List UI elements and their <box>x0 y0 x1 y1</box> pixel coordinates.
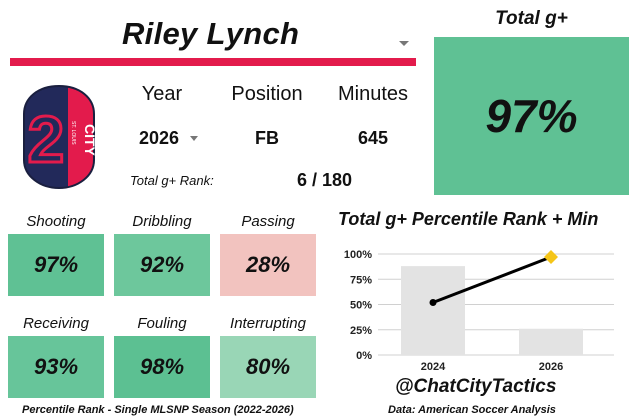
dribbling-value: 92% <box>139 252 185 277</box>
year-value[interactable]: 2026 <box>138 128 180 148</box>
logo-city-text: CITY <box>82 124 96 157</box>
x-tick-label: 2026 <box>539 361 563 373</box>
fouling-value: 98% <box>139 354 185 379</box>
logo-subtext: ST. LOUIS <box>70 121 76 145</box>
y-tick-label: 50% <box>350 300 372 312</box>
total-g-value: 97% <box>485 90 578 142</box>
percentile-chart: 0% 25% 50% 75% 100% 2024 2026 <box>344 249 614 373</box>
position-value: FB <box>255 128 279 148</box>
year-label: Year <box>141 83 183 105</box>
series-line <box>432 255 552 304</box>
footnote: Percentile Rank - Single MLSNP Season (2… <box>22 404 294 416</box>
y-tick-label: 25% <box>350 325 372 337</box>
y-tick-label: 100% <box>344 249 372 261</box>
passing-label: Passing <box>241 213 295 230</box>
passing-value: 28% <box>245 252 291 277</box>
fouling-label: Fouling <box>137 315 187 332</box>
player-dropdown-caret-icon[interactable] <box>399 41 409 46</box>
rank-label: Total g+ Rank: <box>130 173 214 188</box>
interrupting-value: 80% <box>245 354 291 379</box>
player-name[interactable]: Riley Lynch <box>122 16 300 51</box>
bar <box>519 328 583 355</box>
logo-numeral: 2 <box>28 102 65 176</box>
y-tick-label: 0% <box>356 350 372 362</box>
receiving-label: Receiving <box>23 315 89 332</box>
year-dropdown-caret-icon[interactable] <box>190 136 198 141</box>
total-g-title: Total g+ <box>495 8 568 29</box>
fouling-tile: 98% <box>114 336 210 398</box>
receiving-tile: 93% <box>8 336 104 398</box>
club-logo: 2 CITY ST. LOUIS <box>23 84 96 190</box>
total-g-box: 97% <box>434 37 629 195</box>
data-source: Data: American Soccer Analysis <box>388 404 556 416</box>
y-tick-label: 75% <box>350 274 372 286</box>
line-point <box>429 298 437 306</box>
shooting-label: Shooting <box>26 213 86 230</box>
interrupting-tile: 80% <box>220 336 316 398</box>
header-divider <box>10 58 416 66</box>
interrupting-label: Interrupting <box>230 315 306 332</box>
dribbling-tile: 92% <box>114 234 210 296</box>
highlight-point <box>544 250 558 265</box>
receiving-value: 93% <box>33 354 79 379</box>
shooting-tile: 97% <box>8 234 104 296</box>
position-label: Position <box>231 83 303 105</box>
passing-tile: 28% <box>220 234 316 296</box>
x-tick-label: 2024 <box>421 361 446 373</box>
twitter-handle: @ChatCityTactics <box>395 376 557 397</box>
chart-title: Total g+ Percentile Rank + Min <box>338 209 599 229</box>
dribbling-label: Dribbling <box>132 213 192 230</box>
bar <box>401 266 465 355</box>
shooting-value: 97% <box>33 252 79 277</box>
minutes-value: 645 <box>357 128 389 148</box>
minutes-label: Minutes <box>337 83 409 105</box>
rank-value: 6 / 180 <box>297 170 353 190</box>
